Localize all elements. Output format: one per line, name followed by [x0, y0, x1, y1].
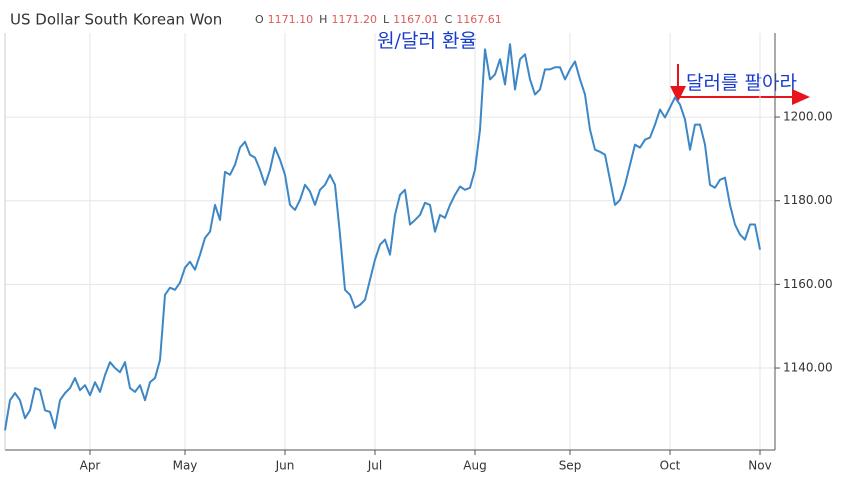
y-tick-label: 1180.00 — [783, 193, 833, 207]
ohlc-value: 1171.10 — [268, 13, 314, 26]
ohlc-label: O — [255, 13, 264, 26]
ohlc-value: 1167.61 — [456, 13, 502, 26]
chart-title: US Dollar South Korean Won — [10, 11, 222, 29]
ohlc-value: 1171.20 — [331, 13, 377, 26]
x-tick-label: Aug — [463, 459, 486, 473]
ohlc-label: L — [383, 13, 390, 26]
x-tick-label: Apr — [80, 459, 101, 473]
ohlc-label: C — [445, 13, 453, 26]
arrow-head — [792, 89, 810, 105]
y-tick-label: 1160.00 — [783, 277, 833, 291]
ohlc-value: 1167.01 — [393, 13, 439, 26]
y-tick-label: 1140.00 — [783, 361, 833, 375]
x-tick-label: Sep — [559, 459, 582, 473]
y-tick-label: 1200.00 — [783, 110, 833, 124]
annotation: 원/달러 환율 — [377, 30, 477, 52]
x-tick-label: May — [173, 459, 198, 473]
arrow-head — [670, 86, 686, 102]
ohlc: O 1171.10 H 1171.20 L 1167.01 C 1167.61 — [255, 13, 502, 26]
ohlc-label: H — [319, 13, 327, 26]
x-tick-label: Oct — [660, 459, 681, 473]
x-tick-label: Nov — [748, 459, 771, 473]
line — [4, 43, 761, 431]
annotation: 달러를 팔아라 — [686, 72, 797, 94]
x-tick-label: Jun — [275, 459, 295, 473]
x-tick-label: Jul — [367, 459, 382, 473]
